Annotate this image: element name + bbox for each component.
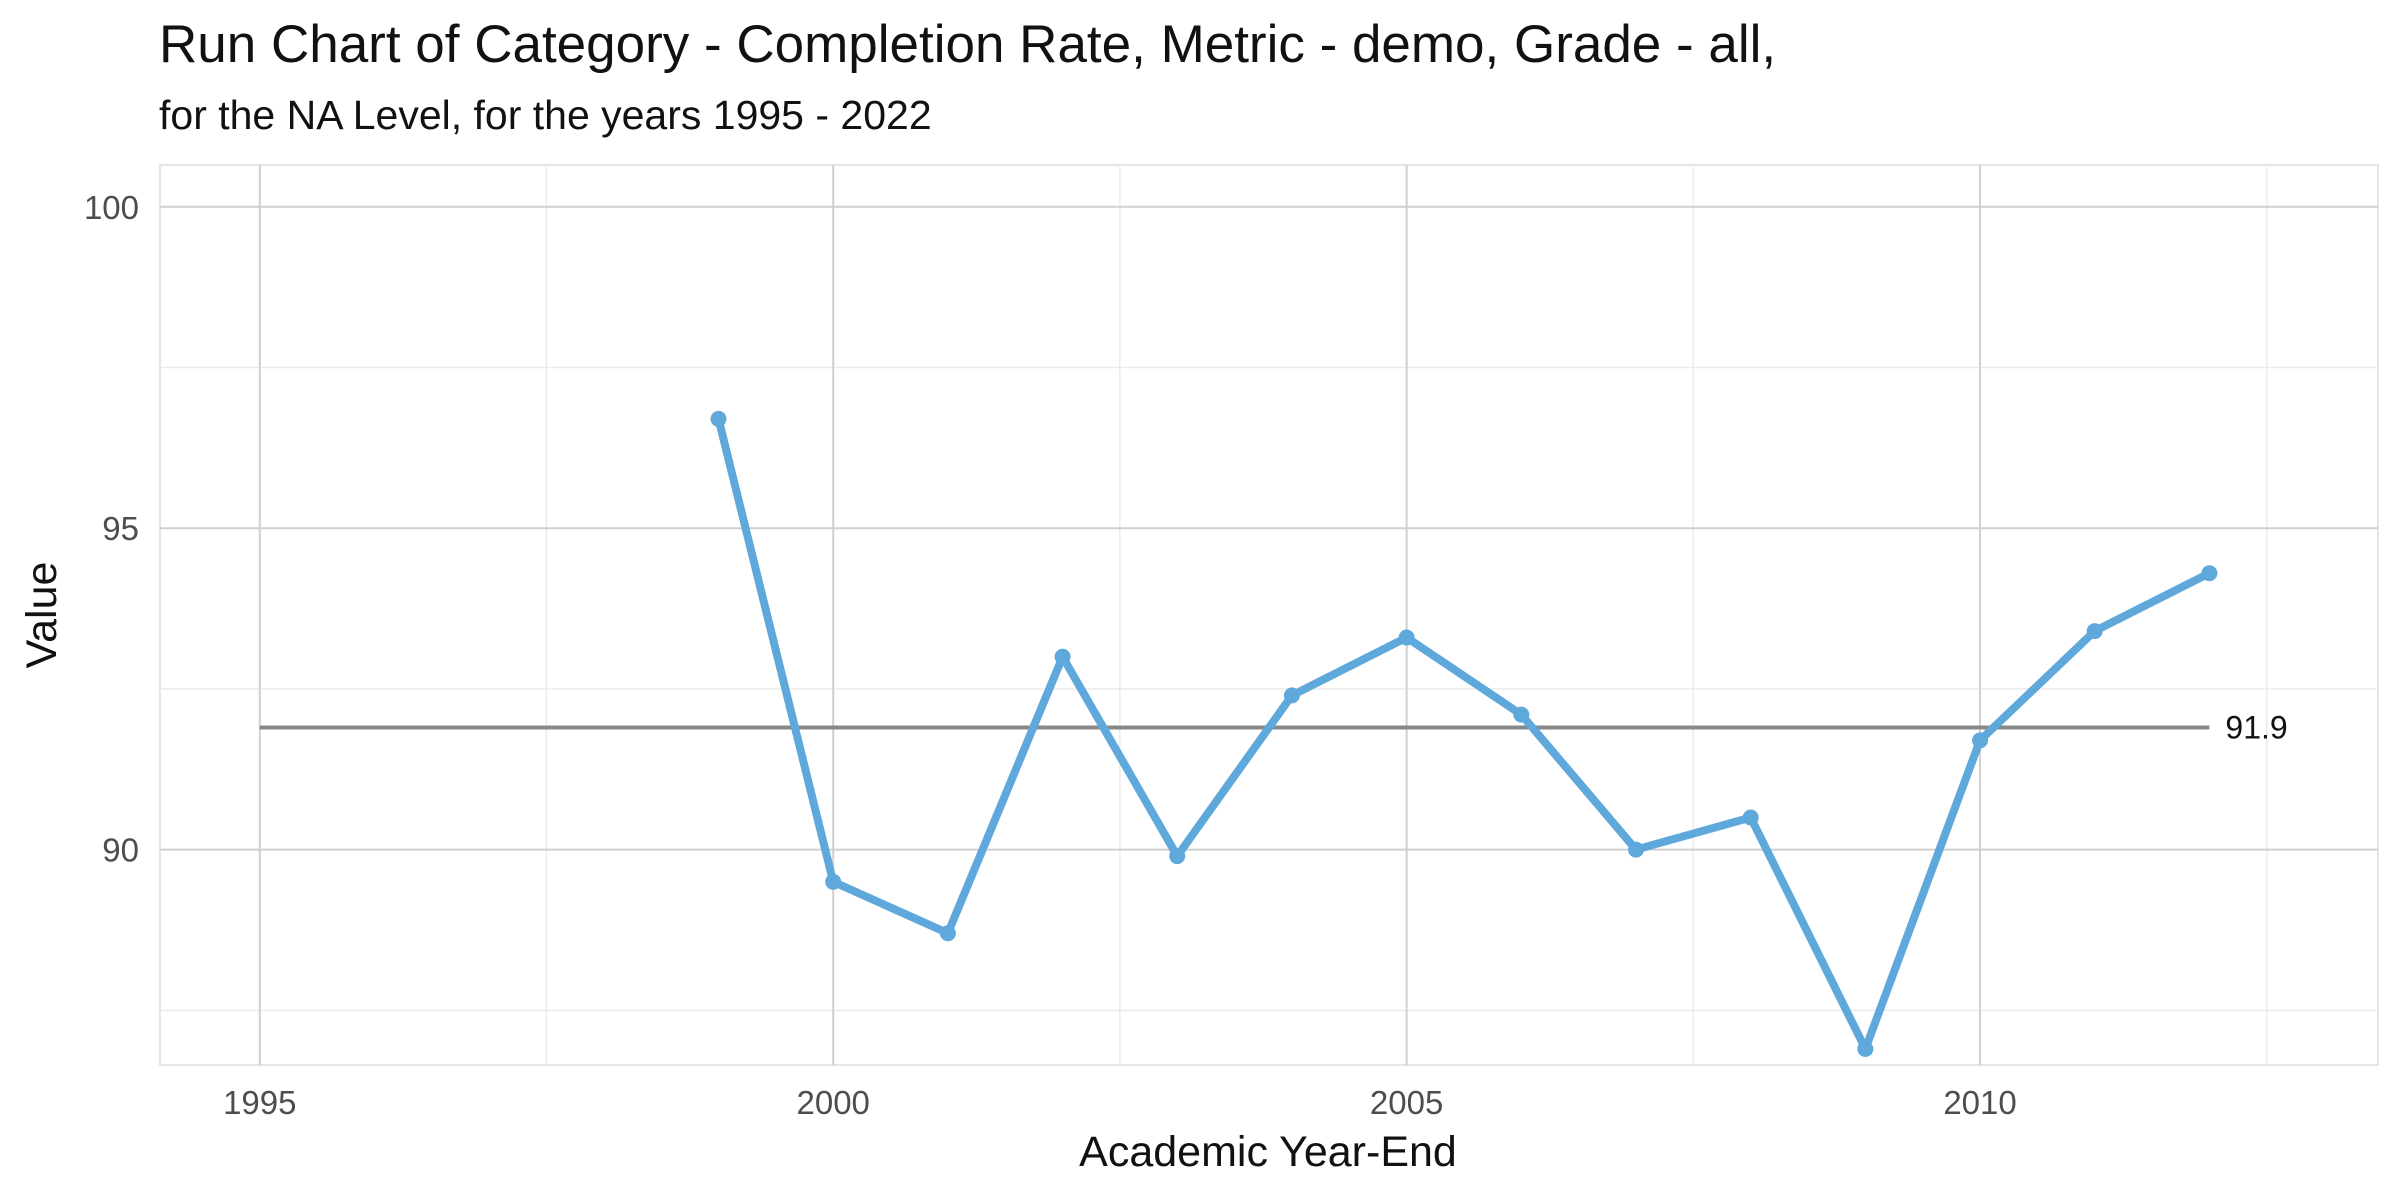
data-point [1398,629,1415,646]
minor-gridlines [160,165,2378,1065]
center-line-label: 91.9 [2225,710,2287,746]
plot-panel [159,164,2379,1066]
data-point [2201,565,2218,582]
x-axis-title: Academic Year-End [1079,1128,1457,1176]
data-point [1169,848,1186,865]
data-point [1857,1040,1874,1057]
data-point [1283,687,1300,704]
x-tick-label: 2000 [796,1084,869,1121]
data-point [1627,841,1644,858]
tick-labels: 1995 2000 2005 2010 90 95 100 [84,189,2017,1121]
data-point [1054,648,1071,665]
data-point [1513,706,1530,723]
data-point [710,410,727,427]
x-tick-label: 1995 [223,1084,296,1121]
data-point [1742,809,1759,826]
data-point [825,873,842,890]
x-tick-label: 2005 [1370,1084,1443,1121]
chart-subtitle: for the NA Level, for the years 1995 - 2… [159,92,932,138]
x-tick-label: 2010 [1943,1084,2016,1121]
data-point [939,925,956,942]
series-group [710,410,2218,1057]
y-tick-label: 90 [102,832,139,869]
y-tick-label: 100 [84,189,139,226]
major-gridlines [160,165,2378,1065]
series-line [714,414,2214,1053]
data-point [1972,732,1989,749]
y-tick-label: 95 [102,510,139,547]
chart-title: Run Chart of Category - Completion Rate,… [159,15,1776,74]
data-point [2086,623,2103,640]
y-axis-title: Value [18,562,66,669]
reference-line-group: 91.9 [259,710,2288,746]
